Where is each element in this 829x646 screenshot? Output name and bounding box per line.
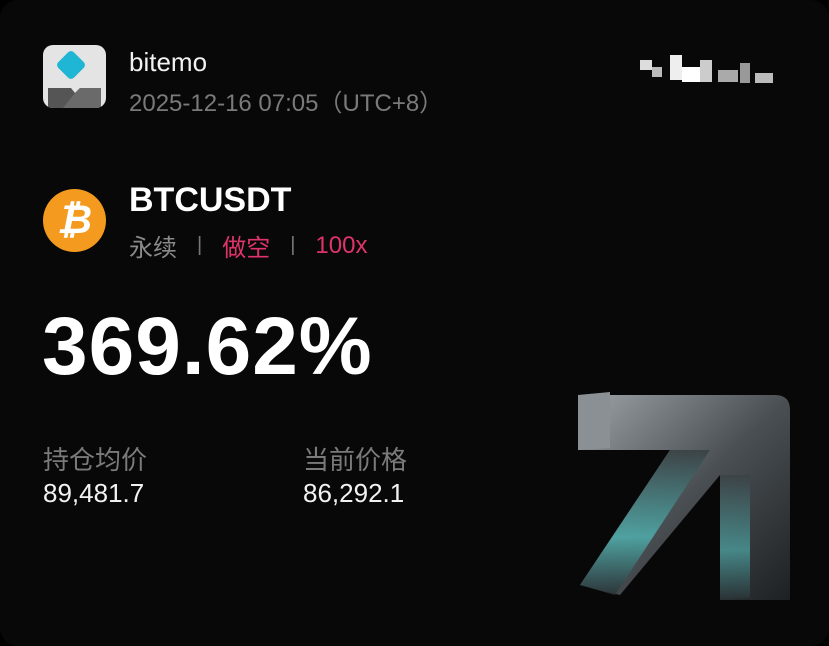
arrow-up-right-icon (578, 392, 790, 600)
leverage: 100x (315, 231, 368, 259)
pnl-percent: 369.62% (42, 301, 373, 392)
position-tags: 永续 | 做空 | 100x (129, 228, 367, 263)
timestamp: 2025-12-16 07:05（UTC+8） (129, 90, 444, 117)
contract-type: 永续 (129, 235, 177, 262)
entry-price-label: 持仓均价 (43, 445, 148, 475)
symbol: BTCUSDT (129, 181, 292, 219)
separator: | (197, 234, 203, 256)
current-price-label: 当前价格 (303, 445, 408, 475)
direction: 做空 (222, 235, 271, 262)
current-price: 86,292.1 (303, 478, 405, 508)
entry-price: 89,481.7 (43, 478, 145, 508)
separator: | (290, 234, 296, 256)
bitcoin-icon: ₿ (43, 189, 106, 252)
app-name: bitemo (129, 47, 208, 77)
redacted-mosaic (640, 55, 773, 83)
bitemo-logo-icon (43, 45, 106, 108)
